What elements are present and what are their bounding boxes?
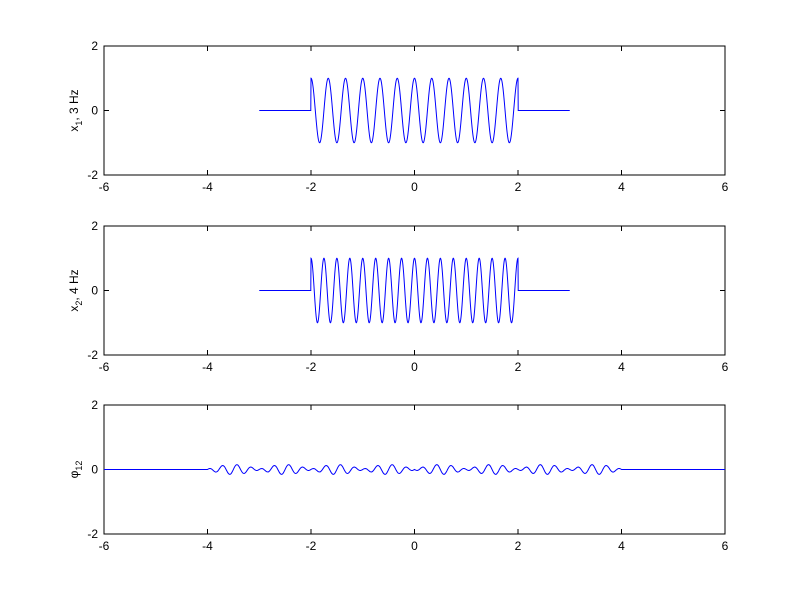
y-tick-label: 0	[91, 463, 98, 477]
x-tick-label: 6	[722, 539, 729, 553]
y-tick-label: 2	[91, 398, 98, 412]
x-tick-label: -2	[306, 360, 317, 374]
x-tick-label: 0	[411, 360, 418, 374]
x-tick-label: 0	[411, 180, 418, 194]
y-tick-label: 0	[91, 284, 98, 298]
subplot-2: -6 -4 -2 0 2 4 6 -2 0 2 x2, 4 Hz	[67, 219, 729, 374]
y-tick-label: -2	[87, 168, 98, 182]
y-axis-label: x2, 4 Hz	[67, 269, 84, 311]
y-tick-label: -2	[87, 348, 98, 362]
series-line	[104, 464, 725, 475]
series-line	[259, 257, 570, 324]
y-tick-label: 2	[91, 39, 98, 53]
series-line	[259, 77, 570, 144]
axes-box	[103, 45, 726, 176]
x-tick-label: -4	[202, 180, 213, 194]
x-tick-label: 2	[515, 539, 522, 553]
x-tick-label: -2	[306, 180, 317, 194]
subplot-3: -6 -4 -2 0 2 4 6 -2 0 2 φ12	[67, 398, 729, 553]
x-tick-label: -4	[202, 539, 213, 553]
x-tick-label: 4	[618, 360, 625, 374]
x-tick-label: -6	[99, 360, 110, 374]
y-axis-label: φ12	[67, 461, 84, 479]
axes-box	[103, 225, 726, 356]
y-tick-label: 0	[91, 104, 98, 118]
x-tick-label: -4	[202, 360, 213, 374]
x-tick-label: -2	[306, 539, 317, 553]
x-tick-label: 6	[722, 360, 729, 374]
x-tick-label: 4	[618, 180, 625, 194]
x-tick-label: 0	[411, 539, 418, 553]
x-tick-label: 4	[618, 539, 625, 553]
x-tick-label: 6	[722, 180, 729, 194]
y-axis-label: x1, 3 Hz	[67, 89, 84, 131]
y-tick-label: -2	[87, 527, 98, 541]
x-tick-label: -6	[99, 180, 110, 194]
subplot-1: -6 -4 -2 0 2 4 6 -2 0 2 x1, 3 Hz	[67, 39, 729, 194]
x-tick-label: 2	[515, 180, 522, 194]
x-tick-label: -6	[99, 539, 110, 553]
y-tick-label: 2	[91, 219, 98, 233]
x-tick-label: 2	[515, 360, 522, 374]
